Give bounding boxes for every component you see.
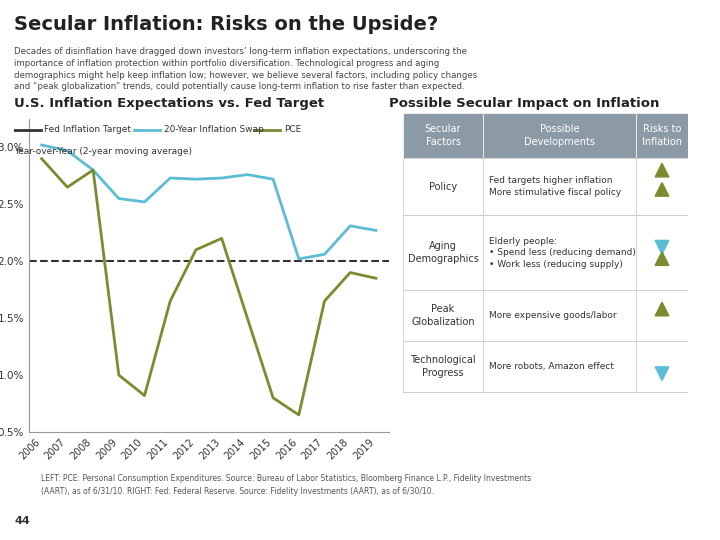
FancyBboxPatch shape <box>636 341 688 393</box>
Text: Technological
Progress: Technological Progress <box>410 355 476 379</box>
FancyBboxPatch shape <box>403 341 483 393</box>
Text: Possible Secular Impact on Inflation: Possible Secular Impact on Inflation <box>389 97 660 110</box>
Text: More expensive goods/labor: More expensive goods/labor <box>489 312 616 320</box>
Polygon shape <box>655 252 669 265</box>
Polygon shape <box>655 302 669 316</box>
Text: Aging
Demographics: Aging Demographics <box>408 241 479 265</box>
Text: Risks to
Inflation: Risks to Inflation <box>642 124 682 147</box>
FancyBboxPatch shape <box>636 158 688 215</box>
Text: Decades of disinflation have dragged down investors’ long-term inflation expecta: Decades of disinflation have dragged dow… <box>14 47 477 91</box>
FancyBboxPatch shape <box>483 113 636 158</box>
FancyBboxPatch shape <box>483 341 636 393</box>
FancyBboxPatch shape <box>403 113 483 158</box>
Text: More robots, Amazon effect: More robots, Amazon effect <box>489 362 613 372</box>
Text: PCE: PCE <box>284 125 301 134</box>
FancyBboxPatch shape <box>403 215 483 291</box>
Text: LONG-TERM: LONG-TERM <box>699 238 708 302</box>
Text: Fed targets higher inflation
More stimulative fiscal policy: Fed targets higher inflation More stimul… <box>489 176 621 197</box>
FancyBboxPatch shape <box>636 291 688 341</box>
FancyBboxPatch shape <box>403 158 483 215</box>
Text: U.S. Inflation Expectations vs. Fed Target: U.S. Inflation Expectations vs. Fed Targ… <box>14 97 325 110</box>
Polygon shape <box>655 163 669 177</box>
Text: Year-over-Year (2-year moving average): Year-over-Year (2-year moving average) <box>14 147 192 156</box>
Text: Secular Inflation: Risks on the Upside?: Secular Inflation: Risks on the Upside? <box>14 15 438 34</box>
FancyBboxPatch shape <box>483 215 636 291</box>
Text: 44: 44 <box>14 516 30 526</box>
Polygon shape <box>655 183 669 196</box>
Polygon shape <box>655 240 669 254</box>
FancyBboxPatch shape <box>636 215 688 291</box>
Text: Possible
Developments: Possible Developments <box>524 124 595 147</box>
Text: 20-Year Inflation Swap: 20-Year Inflation Swap <box>164 125 264 134</box>
FancyBboxPatch shape <box>636 113 688 158</box>
Text: Elderly people:
• Spend less (reducing demand)
• Work less (reducing supply): Elderly people: • Spend less (reducing d… <box>489 237 635 269</box>
FancyBboxPatch shape <box>483 158 636 215</box>
Text: Policy: Policy <box>429 181 457 192</box>
Text: Peak
Globalization: Peak Globalization <box>411 304 474 327</box>
Text: Fed Inflation Target: Fed Inflation Target <box>45 125 131 134</box>
FancyBboxPatch shape <box>483 291 636 341</box>
Text: LEFT: PCE: Personal Consumption Expenditures. Source: Bureau of Labor Statistics: LEFT: PCE: Personal Consumption Expendit… <box>41 474 531 496</box>
Polygon shape <box>655 367 669 381</box>
Text: Secular
Factors: Secular Factors <box>425 124 462 147</box>
FancyBboxPatch shape <box>403 291 483 341</box>
